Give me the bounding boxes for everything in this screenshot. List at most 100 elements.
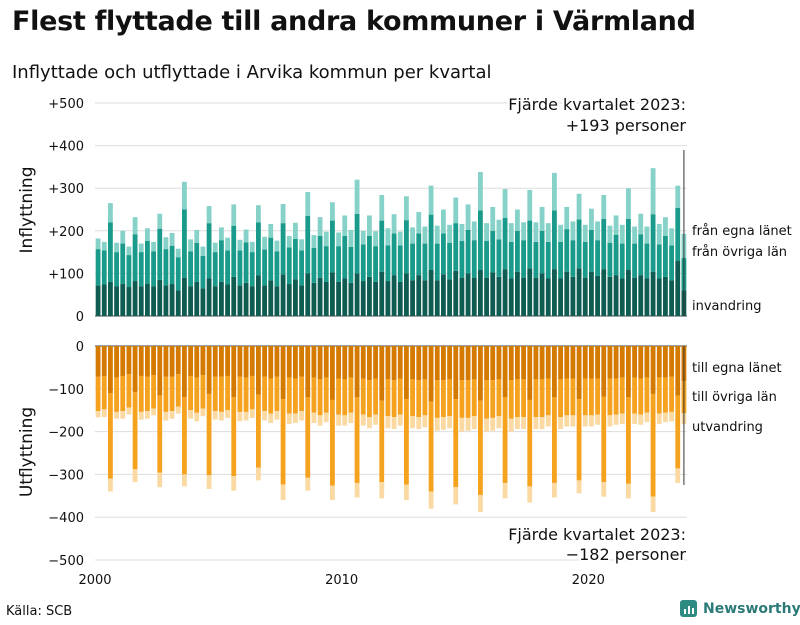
- y-tick-label: 0: [76, 310, 84, 325]
- bar-från-övriga-län: [360, 244, 366, 282]
- bar-invandring: [613, 215, 619, 235]
- bar-från-övriga-län: [564, 229, 570, 272]
- bar-från-övriga-län: [151, 251, 156, 287]
- bar-invandring: [589, 208, 594, 230]
- bar-utvandring: [175, 406, 181, 414]
- bar-från-egna-länet: [539, 273, 545, 316]
- bar-till-övriga-län: [206, 393, 212, 476]
- bar-från-egna-länet: [607, 276, 613, 316]
- bar-invandring: [447, 224, 452, 243]
- bar-invandring: [188, 239, 193, 252]
- bar-invandring: [422, 226, 428, 244]
- bar-utvandring: [441, 417, 446, 430]
- bar-invandring: [237, 239, 243, 251]
- bar-från-övriga-län: [299, 250, 304, 286]
- bar-till-egna-länet: [613, 346, 619, 379]
- bar-från-övriga-län: [108, 222, 113, 282]
- bar-från-egna-länet: [416, 275, 422, 316]
- bar-till-övriga-län: [108, 393, 113, 479]
- bar-till-egna-länet: [644, 346, 650, 378]
- bar-till-övriga-län: [502, 397, 508, 483]
- bar-utvandring: [95, 411, 101, 418]
- bar-utvandring: [453, 487, 459, 505]
- bar-till-egna-länet: [243, 346, 249, 378]
- bar-till-övriga-län: [268, 378, 274, 414]
- bar-invandring: [508, 223, 514, 242]
- bar-invandring: [441, 209, 446, 234]
- bar-från-övriga-län: [182, 209, 187, 278]
- bar-utvandring: [459, 417, 465, 432]
- bar-till-övriga-län: [373, 378, 378, 415]
- bar-utvandring: [379, 482, 385, 499]
- bar-utvandring: [397, 414, 403, 426]
- bar-invandring: [286, 235, 292, 248]
- bar-från-egna-länet: [101, 284, 107, 316]
- bar-till-egna-länet: [336, 346, 341, 379]
- bar-till-övriga-län: [552, 397, 557, 483]
- bar-till-egna-länet: [441, 346, 446, 381]
- bar-till-övriga-län: [114, 377, 119, 412]
- bar-till-övriga-län: [330, 399, 335, 486]
- bar-från-egna-länet: [502, 269, 508, 316]
- bar-till-egna-länet: [200, 346, 206, 376]
- bar-till-egna-länet: [570, 346, 576, 379]
- bar-från-övriga-län: [274, 251, 280, 287]
- bar-från-övriga-län: [521, 240, 526, 278]
- bar-invandring: [570, 221, 576, 241]
- bar-från-övriga-län: [120, 243, 126, 285]
- bar-från-egna-länet: [274, 286, 280, 316]
- bar-till-egna-länet: [323, 346, 329, 378]
- bar-till-egna-länet: [391, 346, 397, 381]
- bar-från-egna-länet: [576, 268, 582, 316]
- bar-från-egna-länet: [465, 273, 471, 316]
- bar-från-egna-länet: [299, 285, 304, 316]
- bar-utvandring: [385, 416, 391, 429]
- bar-till-egna-länet: [305, 346, 311, 398]
- bar-invandring: [595, 221, 600, 241]
- bar-utvandring: [317, 415, 323, 426]
- bar-invandring: [231, 204, 237, 226]
- bar-invandring: [379, 195, 385, 221]
- bar-från-egna-länet: [138, 286, 144, 316]
- bar-från-övriga-län: [650, 214, 656, 272]
- bar-till-egna-länet: [157, 346, 163, 396]
- bar-invandring: [317, 217, 323, 236]
- bar-till-egna-länet: [508, 346, 514, 381]
- bar-invandring: [212, 242, 218, 253]
- bar-från-övriga-län: [552, 210, 557, 270]
- bar-från-egna-länet: [619, 278, 625, 316]
- bar-till-övriga-län: [194, 377, 200, 413]
- bar-från-egna-länet: [527, 268, 533, 316]
- bar-till-egna-länet: [360, 346, 366, 379]
- bar-utvandring: [416, 417, 422, 430]
- bar-invandring: [397, 231, 403, 246]
- bar-från-egna-länet: [305, 273, 311, 316]
- brand-logo[interactable]: Newsworthy: [680, 600, 800, 617]
- bar-invandring: [268, 223, 274, 238]
- bar-till-övriga-län: [317, 379, 323, 416]
- bar-till-övriga-län: [644, 377, 650, 413]
- y-tick-label: +500: [48, 97, 84, 112]
- bar-från-egna-länet: [471, 277, 477, 316]
- bar-utvandring: [478, 494, 483, 513]
- bar-utvandring: [515, 417, 520, 430]
- bar-till-övriga-län: [428, 401, 434, 492]
- bar-invandring: [490, 206, 496, 231]
- bar-till-egna-länet: [650, 346, 656, 394]
- y-tick-label: +200: [48, 225, 84, 240]
- bar-från-egna-länet: [453, 270, 459, 316]
- bar-till-övriga-län: [613, 378, 619, 415]
- bar-från-övriga-län: [484, 241, 489, 278]
- bar-utvandring: [558, 417, 563, 430]
- bar-invandring: [120, 230, 126, 244]
- bar-till-övriga-län: [219, 376, 224, 412]
- bar-till-egna-länet: [626, 346, 631, 398]
- bar-invandring: [182, 181, 187, 210]
- bar-från-egna-länet: [595, 275, 600, 316]
- bar-utvandring: [539, 417, 545, 430]
- bar-till-övriga-län: [225, 375, 230, 411]
- bar-från-egna-länet: [558, 278, 563, 316]
- bar-utvandring: [508, 418, 514, 432]
- bar-till-egna-länet: [274, 346, 280, 377]
- bar-från-egna-länet: [675, 260, 681, 316]
